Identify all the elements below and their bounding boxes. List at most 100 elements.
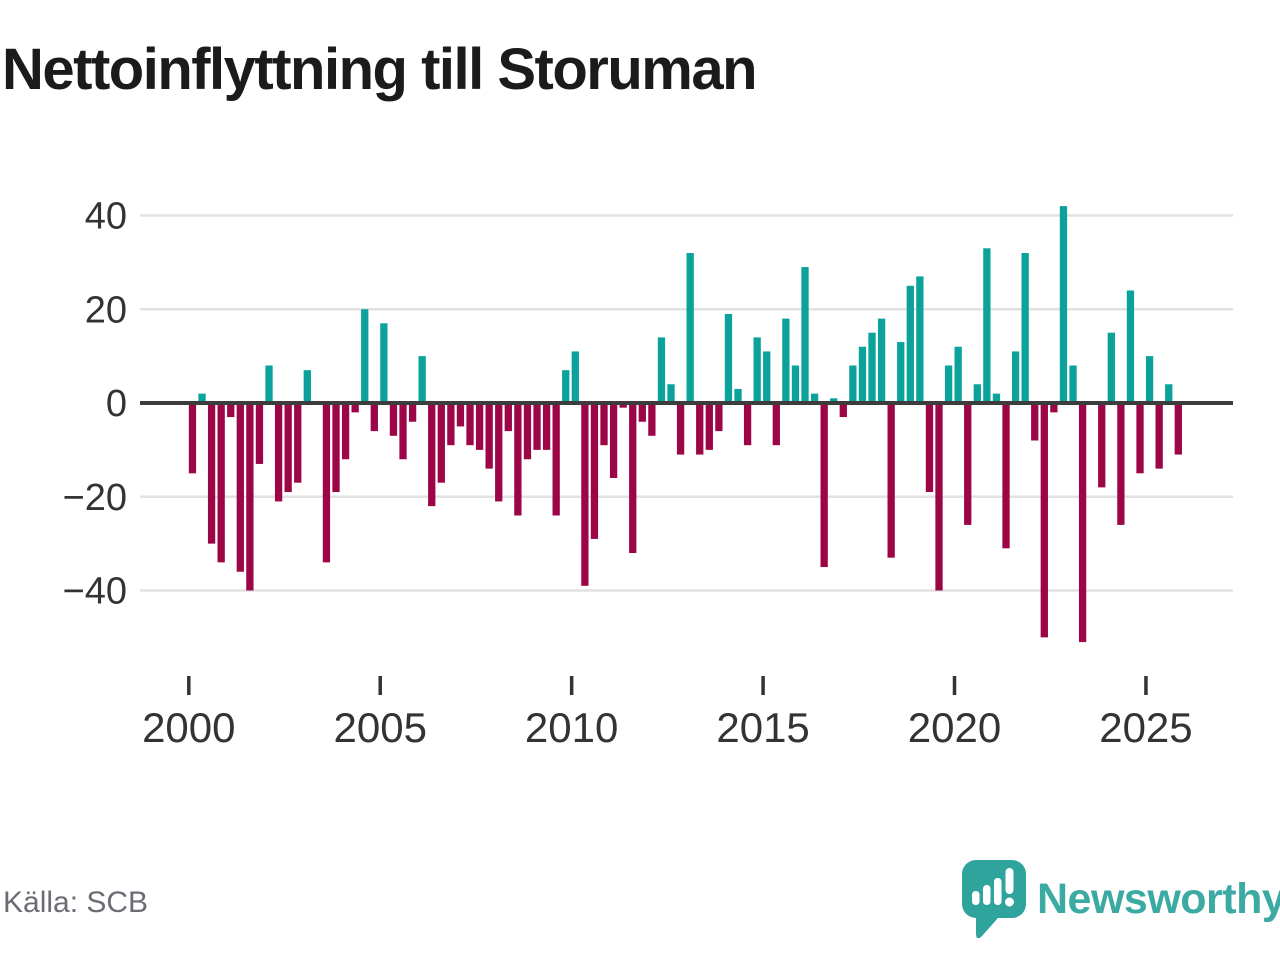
bar-2011-q3 bbox=[629, 403, 637, 553]
bar-2007-q4 bbox=[485, 403, 493, 469]
bar-2020-q2 bbox=[964, 403, 972, 525]
bar-2021-q2 bbox=[1002, 403, 1010, 549]
bar-2023-q4 bbox=[1098, 403, 1106, 488]
bar-2002-q3 bbox=[284, 403, 292, 493]
bar-2017-q3 bbox=[858, 346, 867, 403]
bar-2007-q2 bbox=[466, 403, 474, 446]
bar-2012-q1 bbox=[648, 403, 656, 436]
bar-2013-q4 bbox=[715, 403, 723, 432]
bar-2002-q4 bbox=[294, 403, 302, 483]
bar-2020-q1 bbox=[954, 346, 962, 403]
bar-2024-q3 bbox=[1126, 290, 1135, 403]
bar-2013-q3 bbox=[705, 403, 713, 450]
bar-2003-q3 bbox=[322, 403, 331, 563]
bar-2013-q2 bbox=[696, 403, 704, 455]
bar-2008-q1 bbox=[495, 403, 503, 502]
newsworthy-logo-text: Newsworthy bbox=[1037, 874, 1280, 923]
bar-2010-q3 bbox=[590, 403, 599, 539]
source-caption: Källa: SCB bbox=[3, 886, 149, 919]
bar-2016-q1 bbox=[801, 267, 809, 403]
bar-2021-q1 bbox=[992, 393, 1001, 403]
bar-2000-q2 bbox=[198, 393, 206, 403]
bar-2004-q4 bbox=[370, 403, 378, 432]
bar-2008-q3 bbox=[514, 403, 522, 516]
bar-2006-q1 bbox=[418, 356, 426, 403]
bar-2006-q4 bbox=[447, 403, 455, 446]
y-tick-label-0: 0 bbox=[106, 383, 127, 425]
bar-2005-q4 bbox=[408, 403, 417, 422]
x-tick-label-2005: 2005 bbox=[334, 704, 427, 751]
bar-2010-q2 bbox=[581, 403, 589, 586]
bar-2023-q1 bbox=[1069, 365, 1077, 403]
bar-2023-q2 bbox=[1078, 403, 1087, 643]
bar-2020-q3 bbox=[973, 384, 981, 403]
bar-2015-q2 bbox=[772, 403, 780, 446]
bar-2000-q3 bbox=[207, 403, 216, 544]
newsworthy-logo-icon bbox=[962, 860, 1026, 938]
newsworthy-logo: Newsworthy bbox=[962, 860, 1280, 938]
bar-2024-q1 bbox=[1107, 332, 1115, 403]
bar-2025-q2 bbox=[1155, 403, 1163, 469]
y-tick-label-40: 40 bbox=[85, 196, 127, 238]
bar-2010-q1 bbox=[571, 351, 579, 403]
bar-2006-q2 bbox=[428, 403, 436, 507]
bar-2003-q4 bbox=[332, 403, 340, 493]
bar-2012-q2 bbox=[657, 337, 666, 403]
bar-2004-q2 bbox=[351, 403, 359, 413]
bar-2009-q3 bbox=[552, 403, 560, 516]
bar-2010-q4 bbox=[600, 403, 608, 446]
bar-2001-q4 bbox=[255, 403, 264, 464]
bar-2016-q3 bbox=[820, 403, 828, 568]
bar-2004-q1 bbox=[341, 403, 350, 460]
bar-2007-q3 bbox=[475, 403, 484, 450]
bar-2022-q4 bbox=[1059, 206, 1068, 403]
bar-2014-q1 bbox=[724, 313, 733, 403]
bar-2001-q3 bbox=[246, 403, 254, 591]
bar-2017-q4 bbox=[868, 332, 876, 403]
bar-2018-q1 bbox=[877, 318, 886, 403]
logo-bar-small bbox=[972, 891, 980, 905]
bar-2022-q2 bbox=[1040, 403, 1048, 638]
bar-2018-q3 bbox=[897, 342, 905, 403]
bar-2016-q2 bbox=[810, 393, 819, 403]
bar-2002-q2 bbox=[274, 403, 283, 502]
bar-2018-q4 bbox=[906, 285, 914, 403]
bar-2020-q4 bbox=[983, 248, 991, 403]
y-tick-label-−20: −20 bbox=[63, 477, 127, 519]
bar-2016-q4 bbox=[830, 398, 838, 403]
x-tick-label-2010: 2010 bbox=[525, 704, 618, 751]
bar-2005-q3 bbox=[399, 403, 407, 460]
bar-2011-q1 bbox=[609, 403, 618, 478]
bar-2006-q3 bbox=[437, 403, 445, 483]
bar-2021-q3 bbox=[1011, 351, 1020, 403]
bar-2005-q2 bbox=[389, 403, 398, 436]
bar-2009-q2 bbox=[542, 403, 551, 450]
bar-2007-q1 bbox=[456, 403, 465, 427]
bar-2025-q4 bbox=[1174, 403, 1182, 455]
bar-2019-q1 bbox=[916, 276, 924, 403]
bar-2002-q1 bbox=[265, 365, 273, 403]
bar-2024-q2 bbox=[1117, 403, 1125, 525]
bar-2012-q3 bbox=[667, 384, 675, 403]
bar-2008-q2 bbox=[504, 403, 512, 432]
bar-2015-q3 bbox=[782, 318, 790, 403]
y-tick-label-20: 20 bbox=[85, 289, 127, 331]
bar-2014-q4 bbox=[753, 337, 761, 403]
bar-2017-q2 bbox=[849, 365, 857, 403]
bar-2014-q2 bbox=[734, 388, 742, 403]
chart-title: Nettoinflyttning till Storuman bbox=[2, 37, 758, 102]
bar-2021-q4 bbox=[1021, 253, 1029, 403]
x-tick-label-2020: 2020 bbox=[908, 704, 1001, 751]
bar-2022-q3 bbox=[1050, 403, 1058, 413]
bar-2004-q3 bbox=[361, 309, 369, 403]
bar-2005-q1 bbox=[380, 323, 388, 403]
bar-2015-q1 bbox=[763, 351, 771, 403]
bar-2008-q4 bbox=[523, 403, 532, 460]
logo-exclamation-stem bbox=[1005, 868, 1014, 894]
bar-2011-q4 bbox=[638, 403, 646, 422]
bar-2000-q4 bbox=[217, 403, 225, 563]
bar-2003-q1 bbox=[303, 370, 311, 403]
bar-2019-q4 bbox=[944, 365, 953, 403]
